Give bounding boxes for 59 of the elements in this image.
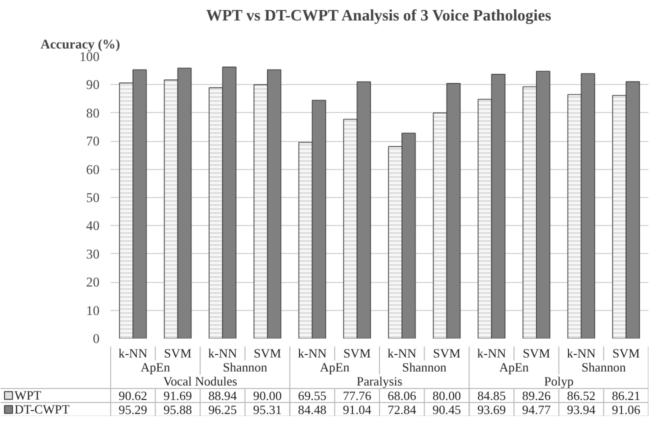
x-tick-label: SVM — [343, 346, 371, 360]
text: ApEn — [140, 360, 171, 374]
chart-title: WPT vs DT-CWPT Analysis of 3 Voice Pathologies — [206, 8, 552, 24]
data-label: 95.88 — [164, 403, 192, 417]
data-label: 90.45 — [432, 403, 461, 417]
data-label: 84.85 — [477, 389, 506, 403]
y-tick-label: 40 — [86, 218, 100, 234]
data-label: 88.94 — [208, 389, 238, 403]
text: ApEn — [320, 360, 350, 374]
legend-label: WPT — [14, 388, 42, 402]
data-label: 90.00 — [253, 389, 282, 403]
data-label: 93.69 — [477, 403, 506, 417]
y-tick-label: 10 — [86, 302, 100, 318]
text: Polyp — [544, 374, 574, 388]
x-tick-label: k-NN — [118, 346, 148, 360]
data-label: 89.26 — [522, 389, 551, 403]
data-label: 77.76 — [342, 389, 372, 403]
data-label: 91.69 — [164, 389, 192, 403]
legend-label: DT-CWPT — [14, 402, 70, 416]
text: Shannon — [402, 360, 448, 374]
y-tick-label: 30 — [86, 246, 100, 262]
data-label: 72.84 — [388, 403, 417, 417]
y-axis-title: Accuracy (%) — [40, 36, 120, 52]
y-tick-label: 20 — [86, 274, 100, 290]
x-tick-label: k-NN — [298, 346, 327, 360]
x-tick-label: SVM — [254, 346, 282, 360]
y-tick-label: 0 — [92, 331, 100, 346]
data-label: 90.62 — [118, 389, 148, 403]
data-label: 91.06 — [612, 403, 640, 417]
x-tick-label: k-NN — [477, 346, 506, 360]
data-label: 95.31 — [253, 403, 282, 417]
y-tick-label: 90 — [86, 77, 100, 92]
x-tick-label: k-NN — [566, 346, 596, 360]
x-tick-label: SVM — [612, 346, 640, 360]
y-tick-label: 60 — [86, 162, 100, 177]
text: Shannon — [582, 360, 626, 374]
x-tick-label: SVM — [164, 346, 192, 360]
x-tick-label: SVM — [522, 346, 550, 360]
text: Vocal Nodules — [163, 374, 238, 388]
data-label: 68.06 — [388, 389, 416, 403]
text: Shannon — [222, 360, 268, 374]
data-label: 96.25 — [208, 403, 237, 417]
data-label: 84.48 — [298, 403, 326, 417]
data-label: 93.94 — [567, 403, 596, 417]
text: Paralysis — [356, 374, 402, 388]
data-label: 95.29 — [118, 403, 148, 417]
data-label: 86.52 — [567, 389, 596, 403]
x-tick-label: SVM — [433, 346, 460, 360]
x-tick-label: k-NN — [388, 346, 416, 360]
y-tick-label: 70 — [86, 134, 100, 149]
data-label: 94.77 — [522, 403, 551, 417]
y-tick-label: 50 — [86, 190, 100, 205]
data-label: 69.55 — [298, 389, 326, 403]
data-label: 80.00 — [432, 389, 461, 403]
data-label: 86.21 — [612, 389, 640, 403]
text: ApEn — [499, 360, 530, 374]
y-tick-label: 80 — [86, 105, 100, 120]
data-label: 91.04 — [342, 403, 372, 417]
x-tick-label: k-NN — [208, 346, 237, 360]
